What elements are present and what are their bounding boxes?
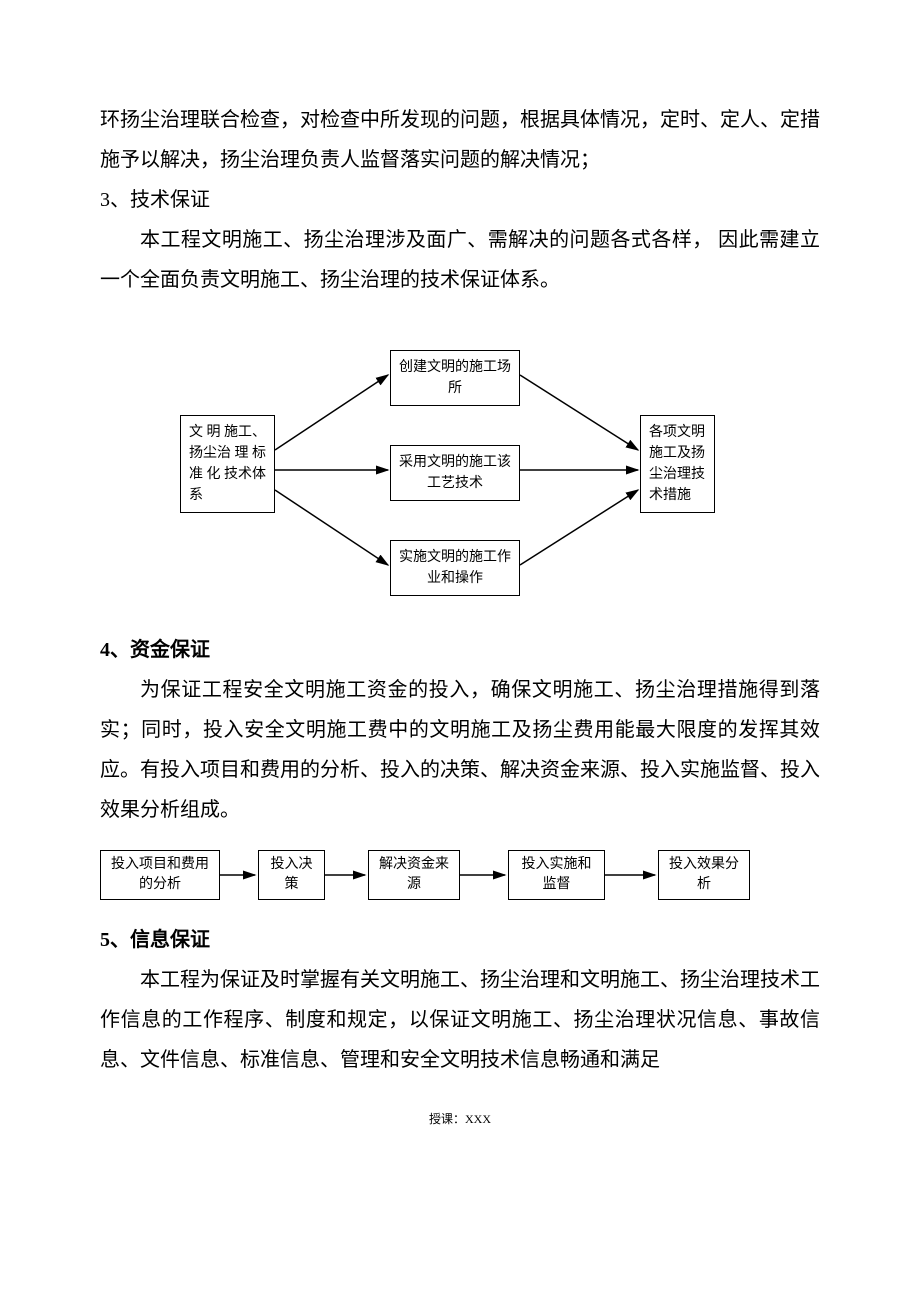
paragraph-4: 为保证工程安全文明施工资金的投入，确保文明施工、扬尘治理措施得到落实；同时，投入…	[100, 670, 820, 830]
page-footer: 授课：XXX	[100, 1110, 820, 1127]
fund-assurance-diagram: 投入项目和费用的分析 投入决策 解决资金来源 投入实施和监督 投入效果分析	[100, 840, 820, 910]
d2-b3: 解决资金来源	[368, 850, 460, 900]
heading-3: 3、技术保证	[100, 180, 820, 220]
d2-b5: 投入效果分析	[658, 850, 750, 900]
paragraph-intro: 环扬尘治理联合检查，对检查中所发现的问题，根据具体情况，定时、定人、定措施予以解…	[100, 100, 820, 180]
paragraph-5: 本工程为保证及时掌握有关文明施工、扬尘治理和文明施工、扬尘治理技术工作信息的工作…	[100, 960, 820, 1080]
heading-4: 4、资金保证	[100, 630, 820, 670]
d2-b4: 投入实施和监督	[508, 850, 605, 900]
d2-b1: 投入项目和费用的分析	[100, 850, 220, 900]
heading-5: 5、信息保证	[100, 920, 820, 960]
d1-mid-top: 创建文明的施工场所	[390, 350, 520, 406]
tech-assurance-diagram: 文 明 施工、扬尘治 理 标准 化 技术体系 创建文明的施工场所 采用文明的施工…	[100, 320, 820, 620]
d2-b2: 投入决策	[258, 850, 325, 900]
d1-right-box: 各项文明施工及扬尘治理技术措施	[640, 415, 715, 513]
d1-mid-bot: 实施文明的施工作业和操作	[390, 540, 520, 596]
d1-mid-mid: 采用文明的施工该工艺技术	[390, 445, 520, 501]
paragraph-3: 本工程文明施工、扬尘治理涉及面广、需解决的问题各式各样， 因此需建立一个全面负责…	[100, 220, 820, 300]
d1-left-box: 文 明 施工、扬尘治 理 标准 化 技术体系	[180, 415, 275, 513]
